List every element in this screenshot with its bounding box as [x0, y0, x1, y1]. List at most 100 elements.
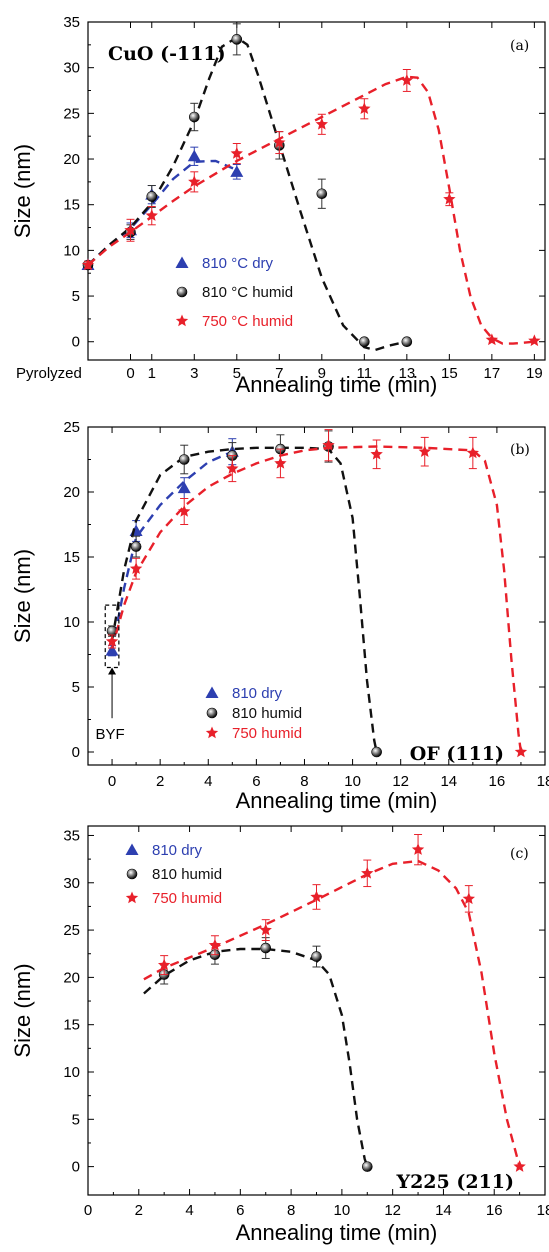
data-point [188, 111, 200, 123]
series-humid-810 [82, 23, 413, 352]
y-tick-label: 5 [72, 1111, 80, 1128]
data-point [361, 866, 374, 879]
data-point [145, 209, 158, 221]
fit-line [87, 36, 408, 352]
data-point [178, 505, 191, 517]
x-tick-label: 17 [484, 365, 501, 382]
x-tick-label: 19 [526, 365, 543, 382]
x-tick-label: 2 [135, 1202, 143, 1219]
data-point [361, 1161, 373, 1172]
x-tick-label: 4 [204, 773, 212, 790]
series-dry-810 [105, 438, 239, 657]
data-point [124, 223, 137, 236]
data-point [81, 258, 95, 271]
data-point [105, 635, 119, 647]
byf-arrowhead [108, 667, 117, 675]
fit-line [87, 159, 238, 266]
y-axis-label: Size (nm) [10, 963, 35, 1057]
fit-line [110, 450, 233, 651]
legend-marker [125, 891, 139, 904]
x-tick-label: 7 [275, 365, 283, 382]
panel-annotation: OF (111) [410, 743, 504, 765]
legend-marker [205, 726, 219, 739]
y-tick-label: 10 [63, 614, 80, 631]
legend: 810 dry 810 humid 750 humid [125, 842, 222, 907]
y-tick-label: 0 [72, 334, 80, 351]
x-tick-label: 3 [190, 365, 198, 382]
y-tick-label: 20 [63, 151, 80, 168]
plot-frame [87, 21, 546, 361]
x-tick-label: 0 [84, 1202, 92, 1219]
data-point [274, 456, 287, 469]
y-tick-label: 30 [63, 875, 80, 892]
data-point [322, 438, 335, 451]
data-point [359, 336, 370, 348]
chart-panel-2: 0 2 4 6 8 10 12 14 16 18 0 5 10 15 20 25 30 35 Annealing t… [10, 825, 549, 1245]
data-point [371, 746, 382, 758]
y-axis-label: Size (nm) [10, 549, 35, 643]
fit-line [87, 75, 535, 345]
legend: 810 dry 810 humid 750 humid [205, 685, 302, 742]
chart-panel-0: Pyrolyzed 0 1 3 5 7 9 11 13 15 17 1905101520253035A… [10, 14, 546, 397]
series-humid-750 [143, 834, 526, 1172]
x-tick-label: 10 [344, 773, 361, 790]
y-tick-label: 5 [72, 288, 80, 305]
legend-label: 750 humid [232, 725, 302, 742]
data-point [400, 73, 414, 86]
legend-marker [125, 843, 139, 855]
data-point [130, 541, 142, 552]
x-tick-label: 8 [300, 773, 308, 790]
y-axis-label: Size (nm) [10, 144, 35, 238]
legend-label: 810 dry [152, 842, 203, 859]
data-point [370, 447, 383, 460]
x-tick-label: 8 [287, 1202, 295, 1219]
data-point [462, 892, 476, 905]
legend-marker [206, 707, 218, 719]
data-point [208, 938, 222, 951]
fit-line [110, 445, 523, 753]
data-point [528, 334, 541, 347]
x-tick-label: 18 [537, 1202, 549, 1219]
legend-label: 810 humid [232, 705, 302, 722]
x-tick-label: Pyrolyzed [16, 365, 82, 382]
legend-marker [175, 256, 189, 268]
data-point [226, 462, 239, 474]
data-point [443, 192, 456, 205]
x-tick-label: 2 [156, 773, 164, 790]
x-tick-label: 14 [435, 1202, 452, 1219]
data-point [358, 102, 371, 115]
y-tick-label: 30 [63, 60, 80, 77]
legend-label: 750 humid [152, 890, 222, 907]
data-point [177, 481, 191, 494]
data-point [418, 445, 431, 457]
data-point [315, 117, 328, 130]
legend-label: 750 °C humid [202, 313, 293, 330]
data-point [146, 191, 158, 202]
legend-label: 810 °C dry [202, 255, 274, 272]
x-tick-label: 16 [486, 1202, 503, 1219]
x-tick-label: 10 [334, 1202, 351, 1219]
data-point [401, 336, 413, 348]
series-humid-750 [105, 429, 528, 758]
data-point [260, 942, 272, 954]
y-tick-label: 25 [63, 922, 80, 939]
y-tick-label: 0 [72, 1159, 80, 1176]
legend-marker [126, 868, 138, 880]
x-tick-label: 11 [357, 365, 373, 382]
chart-panel-1: 0 2 4 6 8 10 12 14 16 18 0 5 10 15 20 25 Annealing time … [10, 419, 549, 813]
x-tick-label: 16 [489, 773, 506, 790]
y-tick-label: 15 [63, 549, 80, 566]
y-tick-label: 20 [63, 484, 80, 501]
series-humid-810 [143, 937, 373, 1172]
data-point [105, 644, 119, 656]
data-point [129, 562, 143, 574]
data-point [316, 188, 328, 200]
legend-label: 810 °C humid [202, 284, 293, 301]
y-tick-label: 35 [63, 827, 80, 844]
data-point [230, 147, 243, 159]
plot-frame [87, 426, 546, 766]
y-tick-label: 5 [72, 679, 80, 696]
data-point [231, 34, 243, 45]
data-point [157, 958, 171, 971]
